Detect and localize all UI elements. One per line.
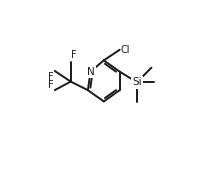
Text: F: F [71, 50, 77, 60]
Text: Cl: Cl [120, 45, 130, 55]
Text: Si: Si [132, 77, 142, 87]
Text: N: N [87, 67, 94, 77]
Text: F: F [48, 72, 54, 82]
Text: F: F [48, 79, 54, 89]
